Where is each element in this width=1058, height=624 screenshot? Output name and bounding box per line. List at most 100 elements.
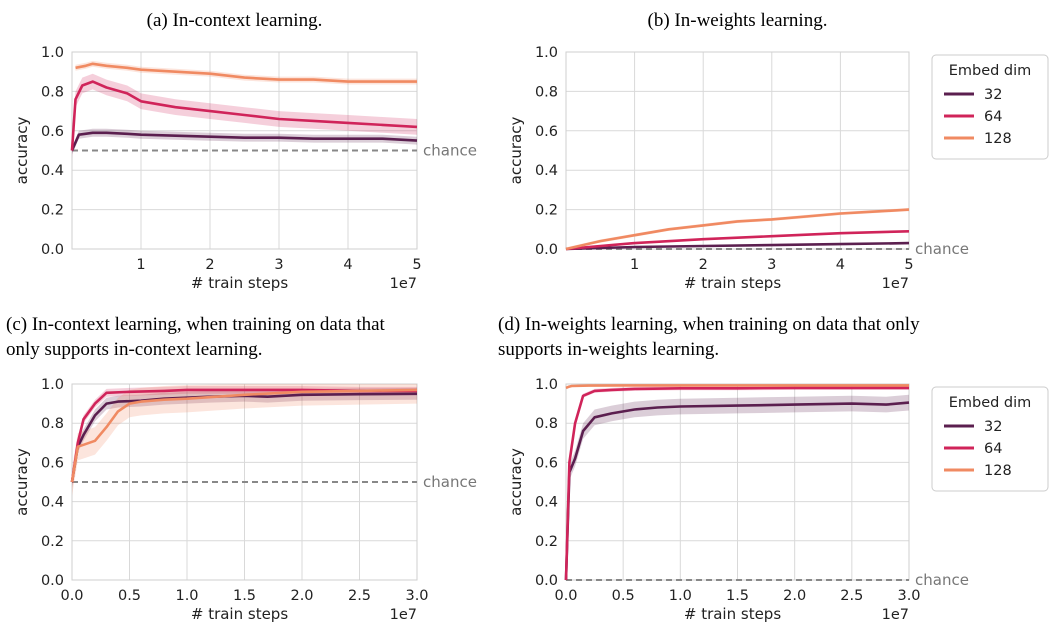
x-tick-label: 2.5: [348, 588, 371, 604]
y-tick-label: 0.8: [535, 84, 558, 100]
y-tick-label: 0.0: [535, 242, 558, 258]
y-tick-label: 1.0: [41, 45, 64, 61]
y-tick-label: 0.2: [535, 203, 558, 219]
legend-box: [931, 54, 1049, 160]
y-tick-label: 1.0: [535, 377, 558, 393]
y-axis-label: accuracy: [13, 117, 31, 185]
y-tick-label: 0.6: [41, 124, 64, 140]
series-line-32: [564, 401, 910, 581]
x-axis-label: # train steps: [191, 605, 288, 623]
series-line-128: [75, 62, 417, 83]
legend-title: Embed dim: [949, 63, 1032, 79]
x-tick-label: 5: [904, 257, 913, 273]
x-axis-multiplier: 1e7: [882, 607, 909, 623]
series-band-32: [566, 394, 909, 580]
subplot-c: (c) In-context learning, when training o…: [6, 314, 477, 623]
y-tick-label: 0.8: [535, 416, 558, 432]
subplot-d: (d) In-weights learning, when training o…: [498, 314, 1049, 623]
y-tick-label: 0.6: [535, 124, 558, 140]
x-tick-label: 1.0: [669, 588, 692, 604]
x-tick-label: 1.0: [175, 588, 198, 604]
subplot-title: (d) In-weights learning, when training o…: [498, 314, 920, 335]
x-tick-label: 1.5: [726, 588, 749, 604]
x-tick-label: 5: [412, 257, 421, 273]
legend-entry-64: 64: [984, 109, 1002, 125]
x-axis-multiplier: 1e7: [390, 276, 417, 292]
x-tick-label: 4: [343, 257, 352, 273]
y-tick-label: 0.4: [535, 163, 558, 179]
series-band-64: [72, 386, 417, 486]
subplot-title: (a) In-context learning.: [147, 10, 323, 31]
chance-label: chance: [915, 240, 969, 258]
x-tick-label: 0.5: [118, 588, 141, 604]
x-tick-label: 2.5: [840, 588, 863, 604]
series-band-128: [75, 60, 417, 85]
series-line-64: [70, 80, 418, 151]
legend-entry-32: 32: [984, 87, 1002, 103]
legend-entry-128: 128: [984, 463, 1012, 479]
x-tick-label: 3.0: [897, 588, 920, 604]
chance-label: chance: [915, 571, 969, 589]
series-band-128: [72, 384, 417, 496]
legend: Embed dim 32 64 128: [931, 386, 1049, 492]
x-axis-multiplier: 1e7: [882, 276, 909, 292]
series-line-64: [565, 230, 910, 251]
y-tick-label: 0.0: [41, 573, 64, 589]
legend-entry-64: 64: [984, 441, 1002, 457]
y-tick-label: 0.2: [535, 534, 558, 550]
x-axis-label: # train steps: [684, 274, 781, 292]
subplot-title: (c) In-context learning, when training o…: [6, 314, 386, 335]
y-tick-label: 0.4: [41, 163, 64, 179]
legend-box: [931, 386, 1049, 492]
x-tick-label: 4: [836, 257, 845, 273]
series-line-32: [565, 241, 910, 251]
chance-label: chance: [423, 473, 477, 491]
series-line-32: [70, 131, 418, 152]
series-line-128: [70, 388, 418, 483]
y-axis-label: accuracy: [13, 448, 31, 516]
y-tick-label: 1.0: [41, 377, 64, 393]
x-tick-label: 2.0: [783, 588, 806, 604]
series-band-32: [72, 387, 417, 488]
x-axis-label: # train steps: [191, 274, 288, 292]
legend-entry-32: 32: [984, 419, 1002, 435]
x-tick-label: 0.5: [612, 588, 635, 604]
x-tick-label: 1.5: [233, 588, 256, 604]
subplot-b: (b) In-weights learning. 1 2 3 4 5 0.0 0.2 0.4 0.…: [507, 10, 1049, 292]
series-line-128: [565, 208, 910, 251]
x-axis-multiplier: 1e7: [390, 607, 417, 623]
legend-entry-128: 128: [984, 131, 1012, 147]
y-tick-label: 0.8: [41, 416, 64, 432]
y-axis-label: accuracy: [507, 117, 525, 185]
legend: Embed dim 32 64 128: [931, 54, 1049, 160]
x-tick-label: 1: [136, 257, 145, 273]
subplot-title: supports in-weights learning.: [498, 339, 719, 360]
plot-frame: [565, 51, 910, 250]
y-tick-label: 1.0: [535, 45, 558, 61]
x-tick-label: 2: [699, 257, 708, 273]
x-axis-label: # train steps: [684, 605, 781, 623]
series-line-128: [565, 384, 909, 390]
x-tick-label: 0.0: [554, 588, 577, 604]
y-axis-label: accuracy: [507, 448, 525, 516]
x-tick-label: 0.0: [60, 588, 83, 604]
x-tick-label: 3: [274, 257, 283, 273]
y-tick-label: 0.6: [535, 455, 558, 471]
x-tick-label: 2.0: [290, 588, 313, 604]
x-tick-label: 1: [630, 257, 639, 273]
subplot-title: only supports in-context learning.: [6, 339, 262, 360]
x-tick-label: 2: [205, 257, 214, 273]
y-tick-label: 0.2: [41, 203, 64, 219]
legend-title: Embed dim: [949, 395, 1032, 411]
y-tick-label: 0.4: [41, 495, 64, 511]
x-tick-label: 3.0: [405, 588, 428, 604]
series-line-64: [70, 388, 417, 483]
subplot-a: (a) In-context learning. 1 2 3 4 5 0.0 0.2 0.4 0.…: [13, 10, 477, 292]
y-tick-label: 0.0: [535, 573, 558, 589]
series-line-64: [564, 386, 909, 581]
chance-label: chance: [423, 142, 477, 160]
y-tick-label: 0.6: [41, 455, 64, 471]
y-tick-label: 0.2: [41, 534, 64, 550]
y-tick-label: 0.0: [41, 242, 64, 258]
